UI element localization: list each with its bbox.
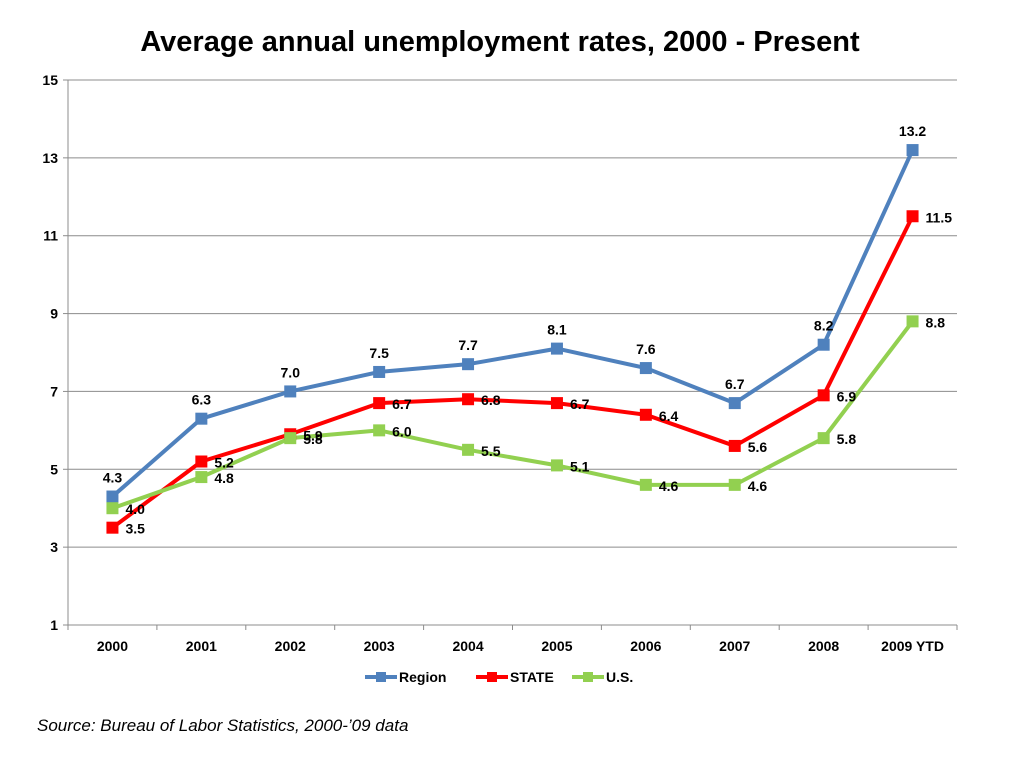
- chart-title: Average annual unemployment rates, 2000 …: [140, 26, 860, 58]
- x-tick-label: 2005: [541, 638, 572, 654]
- series-line-2: [110, 319, 915, 511]
- data-label: 11.5: [926, 209, 953, 225]
- y-tick-label: 7: [50, 383, 58, 399]
- data-label: 5.5: [481, 443, 501, 459]
- source-note: Source: Bureau of Labor Statistics, 2000…: [37, 716, 409, 735]
- x-tick-label: 2001: [186, 638, 217, 654]
- data-label: 8.8: [926, 314, 946, 330]
- data-point: [284, 385, 297, 398]
- x-tick-label: 2004: [452, 638, 483, 654]
- data-point: [462, 443, 475, 456]
- data-point: [817, 338, 830, 351]
- data-point: [550, 342, 563, 355]
- data-point: [906, 210, 919, 223]
- data-labels: 4.3 6.3 7.0 7.5 7.7 8.1 7.6 6.7 8.2 13.2 3.5 5.2 5.9…: [103, 123, 953, 537]
- data-label: 3.5: [125, 521, 145, 537]
- data-point: [106, 490, 119, 503]
- data-point: [106, 502, 119, 515]
- data-point: [728, 439, 741, 452]
- y-tick-label: 13: [42, 150, 58, 166]
- data-point: [550, 459, 563, 472]
- data-label: 6.7: [392, 396, 412, 412]
- x-tick-label: 2006: [630, 638, 661, 654]
- data-label: 5.1: [570, 458, 590, 474]
- series-line-0: [110, 148, 915, 499]
- data-point: [373, 365, 386, 378]
- x-tick-label: 2003: [364, 638, 395, 654]
- data-label: 7.7: [458, 337, 478, 353]
- data-point: [195, 412, 208, 425]
- data-point: [639, 362, 652, 375]
- data-point: [284, 432, 297, 445]
- legend-swatch-marker: [583, 672, 593, 682]
- data-point: [195, 455, 208, 468]
- y-tick-label: 5: [50, 461, 58, 477]
- data-point: [373, 397, 386, 410]
- data-point: [639, 408, 652, 421]
- data-label: 6.7: [570, 396, 590, 412]
- legend: Region STATE U.S.: [365, 669, 633, 685]
- data-label: 7.0: [281, 364, 301, 380]
- data-label: 6.9: [837, 388, 857, 404]
- data-label: 5.8: [837, 431, 857, 447]
- y-tick-label: 3: [50, 539, 58, 555]
- series-line-1: [110, 214, 915, 530]
- data-label: 5.9: [303, 427, 323, 443]
- data-point: [906, 144, 919, 157]
- data-label: 6.0: [392, 423, 412, 439]
- data-point: [817, 432, 830, 445]
- data-point: [817, 389, 830, 402]
- data-point: [106, 521, 119, 534]
- legend-label: STATE: [510, 669, 554, 685]
- legend-label: Region: [399, 669, 446, 685]
- data-label: 7.5: [369, 345, 389, 361]
- data-label: 4.8: [214, 470, 234, 486]
- data-point: [462, 393, 475, 406]
- x-tick-label: 2009 YTD: [881, 638, 944, 654]
- data-label: 8.2: [814, 318, 834, 334]
- legend-swatch-marker: [376, 672, 386, 682]
- data-label: 5.8: [303, 431, 323, 447]
- legend-swatch-marker: [487, 672, 497, 682]
- data-label: 5.2: [214, 455, 234, 471]
- y-tick-label: 15: [42, 72, 58, 88]
- data-label: 7.6: [636, 341, 656, 357]
- y-tick-label: 9: [50, 306, 58, 322]
- data-point: [373, 424, 386, 437]
- data-label: 5.6: [748, 439, 768, 455]
- data-label: 13.2: [899, 123, 926, 139]
- data-point: [462, 358, 475, 371]
- data-label: 6.4: [659, 408, 679, 424]
- x-tick-label: 2007: [719, 638, 750, 654]
- data-point: [639, 478, 652, 491]
- x-tick-label: 2000: [97, 638, 128, 654]
- data-point: [728, 397, 741, 410]
- x-tick-label: 2008: [808, 638, 839, 654]
- data-label: 8.1: [547, 322, 567, 338]
- data-point: [195, 471, 208, 484]
- data-label: 4.3: [103, 470, 123, 486]
- y-tick-label: 11: [43, 228, 58, 244]
- data-label: 4.6: [748, 478, 768, 494]
- data-point: [906, 315, 919, 328]
- data-label: 6.8: [481, 392, 501, 408]
- data-label: 6.3: [192, 392, 212, 408]
- y-tick-label: 1: [50, 617, 58, 633]
- series-lines: [106, 144, 919, 534]
- data-label: 4.6: [659, 478, 679, 494]
- data-label: 4.0: [125, 501, 145, 517]
- data-point: [728, 478, 741, 491]
- data-label: 6.7: [725, 376, 745, 392]
- legend-label: U.S.: [606, 669, 633, 685]
- x-tick-label: 2002: [275, 638, 306, 654]
- data-point: [550, 397, 563, 410]
